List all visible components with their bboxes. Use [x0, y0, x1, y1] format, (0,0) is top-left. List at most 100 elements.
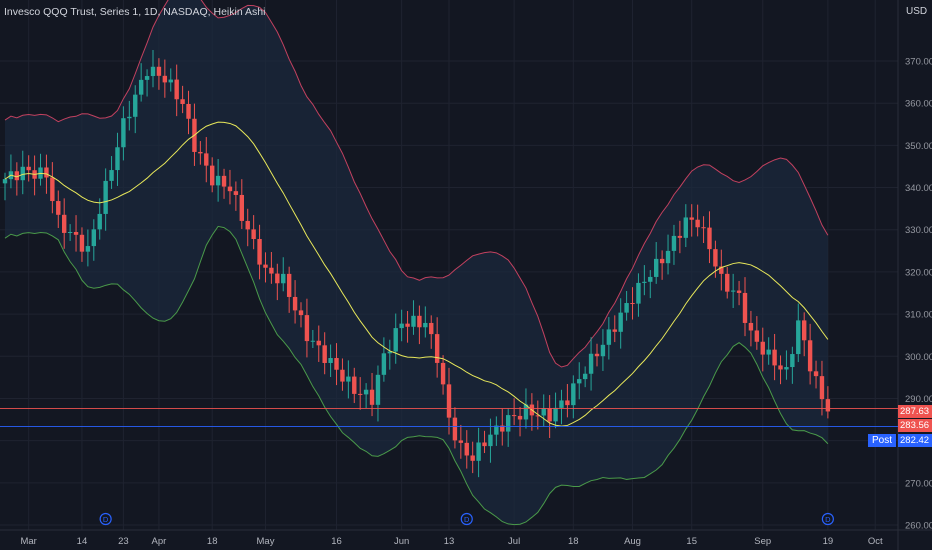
candle: [328, 358, 333, 363]
candle: [648, 276, 653, 282]
candle: [571, 383, 576, 406]
candle: [802, 320, 807, 341]
currency-label: USD: [906, 6, 928, 17]
y-tick-label: 260.00: [905, 521, 932, 532]
x-tick-label: Mar: [20, 536, 36, 547]
candle: [369, 389, 375, 405]
candle: [233, 191, 239, 195]
candle: [748, 322, 754, 331]
candle: [523, 404, 529, 420]
candle: [310, 340, 316, 342]
svg-text:D: D: [464, 515, 470, 524]
candle: [440, 362, 446, 385]
candle: [162, 75, 168, 83]
y-tick-label: 370.00: [905, 57, 932, 68]
candle: [446, 384, 452, 418]
candle: [541, 408, 546, 416]
candle: [399, 323, 404, 329]
y-tick-label: 340.00: [905, 183, 932, 194]
x-tick-label: Oct: [868, 536, 883, 547]
candle: [671, 235, 677, 251]
candle: [405, 323, 410, 327]
candle: [2, 179, 8, 184]
candle: [535, 415, 540, 417]
candle: [121, 118, 126, 148]
candle: [204, 153, 209, 166]
dividend-marker[interactable]: D: [99, 512, 112, 526]
candle: [44, 167, 49, 178]
candle: [103, 180, 108, 214]
candle: [109, 170, 114, 181]
candle: [334, 358, 339, 370]
candle: [452, 417, 458, 441]
candle: [227, 186, 233, 192]
candle: [517, 415, 523, 420]
dividend-marker[interactable]: D: [460, 512, 473, 526]
candle: [654, 258, 659, 277]
candle: [488, 434, 493, 447]
bollinger-band-fill: [5, 0, 828, 525]
candle: [600, 344, 606, 357]
candle: [67, 231, 73, 233]
candle: [742, 292, 748, 323]
candle: [150, 66, 156, 77]
candle: [91, 229, 96, 247]
candle: [115, 147, 120, 171]
candle: [210, 165, 215, 186]
candle: [719, 266, 724, 274]
candle: [790, 354, 795, 368]
post-tag: Post: [867, 434, 896, 447]
candle: [642, 281, 647, 283]
candle: [251, 229, 256, 240]
candle: [618, 312, 623, 332]
candle: [340, 369, 345, 382]
candle: [186, 103, 191, 119]
candle: [62, 214, 67, 233]
candle: [736, 290, 742, 293]
dividend-marker[interactable]: D: [821, 512, 834, 526]
candle: [286, 273, 292, 297]
x-tick-label: Jun: [394, 536, 409, 547]
candle: [630, 303, 635, 305]
y-tick-label: 270.00: [905, 478, 932, 489]
candle: [304, 315, 310, 342]
x-tick-label: May: [257, 536, 275, 547]
candle: [138, 79, 144, 95]
candle: [701, 227, 706, 229]
svg-text:D: D: [825, 515, 831, 524]
candle: [346, 376, 351, 382]
candle: [494, 425, 499, 435]
candle: [215, 175, 221, 186]
candle: [168, 79, 173, 83]
candle: [180, 99, 185, 104]
candle: [133, 94, 138, 117]
candle: [730, 290, 736, 292]
candle: [582, 373, 588, 380]
candle: [26, 166, 31, 171]
candle: [97, 213, 102, 230]
candle: [766, 349, 771, 355]
candle: [825, 399, 831, 412]
x-tick-label: 18: [207, 536, 218, 547]
candle: [434, 334, 440, 363]
x-tick-label: Aug: [624, 536, 641, 547]
candle: [677, 235, 683, 238]
candle: [796, 320, 801, 355]
bollinger-basis-line: [4, 121, 829, 427]
x-tick-label: 16: [331, 536, 342, 547]
candle: [565, 400, 570, 406]
candle: [813, 371, 819, 377]
x-tick-label: Sep: [754, 536, 771, 547]
candle: [665, 250, 671, 264]
x-tick-label: 19: [823, 536, 834, 547]
candle: [772, 349, 777, 366]
y-tick-label: 360.00: [905, 99, 932, 110]
candle: [174, 79, 179, 100]
candle: [387, 351, 392, 354]
y-tick-label: 320.00: [905, 267, 932, 278]
candle: [292, 296, 298, 311]
candle: [375, 374, 381, 405]
x-tick-label: Jul: [508, 536, 520, 547]
candle: [458, 440, 464, 443]
